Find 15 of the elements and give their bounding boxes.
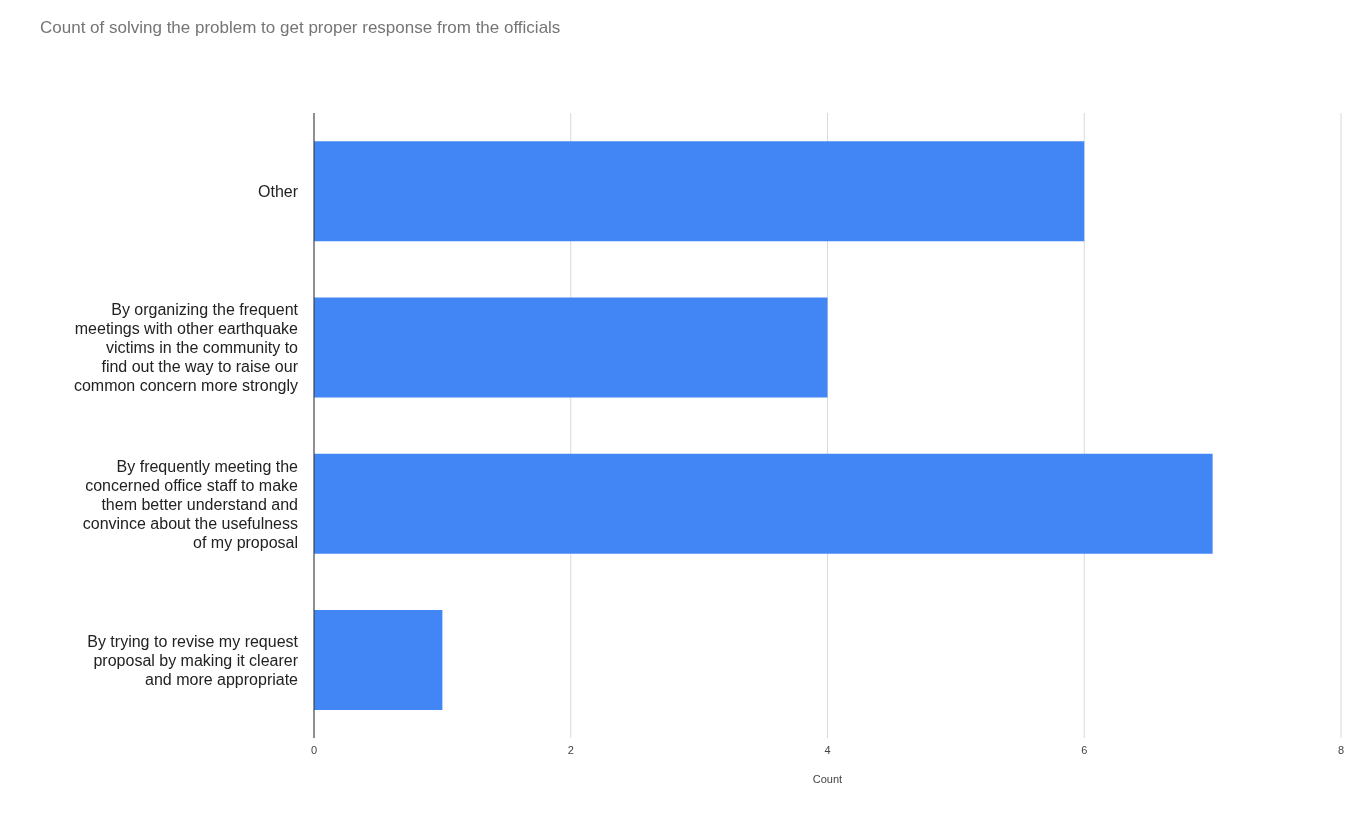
chart-title: Count of solving the problem to get proper response from the officials [40, 18, 561, 38]
bar [314, 141, 1085, 242]
x-tick-label: 0 [310, 743, 318, 756]
bar [314, 453, 1213, 554]
x-tick-label: 2 [567, 743, 574, 756]
x-tick-label: 4 [824, 743, 831, 756]
y-tick-label: By organizing the frequent meetings with other earthquake victims in the community to find out the way to raise our common concern more strongly [73, 300, 299, 394]
y-tick-label: Other [257, 182, 299, 200]
y-tick-label: By trying to revise my request proposal by making it clearer and more appropriate [87, 632, 299, 688]
bar [314, 297, 828, 398]
y-tick-label: By frequently meeting the concerned office staff to make them better understand and convince about the usefulness of my proposal [82, 457, 299, 551]
x-tick-label: 6 [1081, 743, 1088, 756]
x-axis-title: Count [812, 773, 843, 785]
x-tick-label: 8 [1337, 743, 1345, 756]
bar [314, 609, 443, 710]
